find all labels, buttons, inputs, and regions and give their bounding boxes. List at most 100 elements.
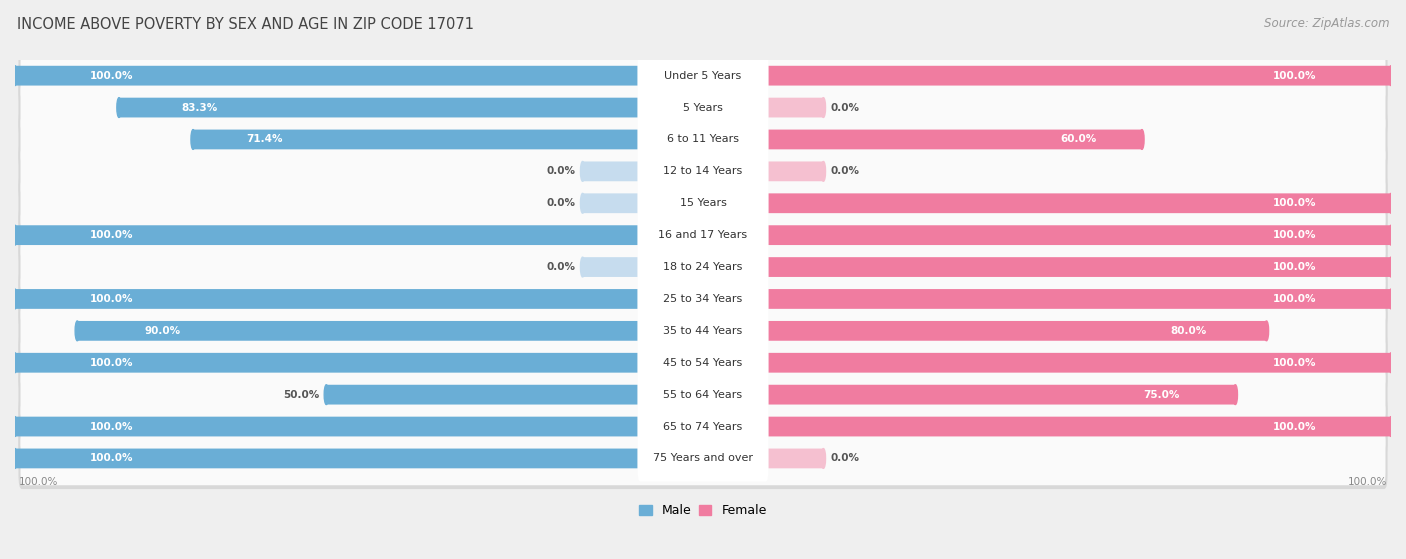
FancyBboxPatch shape	[638, 244, 768, 290]
Legend: Male, Female: Male, Female	[634, 499, 772, 522]
FancyBboxPatch shape	[638, 212, 768, 258]
Text: 6 to 11 Years: 6 to 11 Years	[666, 135, 740, 144]
FancyBboxPatch shape	[18, 396, 1388, 457]
Circle shape	[13, 353, 17, 373]
FancyBboxPatch shape	[582, 193, 638, 213]
FancyBboxPatch shape	[768, 448, 824, 468]
FancyBboxPatch shape	[638, 148, 768, 195]
FancyBboxPatch shape	[638, 308, 768, 354]
FancyBboxPatch shape	[21, 432, 1385, 485]
FancyBboxPatch shape	[21, 368, 1385, 421]
Text: 5 Years: 5 Years	[683, 102, 723, 112]
FancyBboxPatch shape	[582, 257, 638, 277]
Circle shape	[75, 321, 79, 341]
FancyBboxPatch shape	[21, 304, 1385, 358]
FancyBboxPatch shape	[15, 353, 638, 373]
FancyBboxPatch shape	[768, 385, 1236, 405]
Circle shape	[1140, 130, 1144, 149]
FancyBboxPatch shape	[768, 130, 1142, 149]
FancyBboxPatch shape	[21, 145, 1385, 198]
FancyBboxPatch shape	[21, 209, 1385, 262]
Circle shape	[325, 385, 329, 405]
Text: 100.0%: 100.0%	[90, 230, 134, 240]
FancyBboxPatch shape	[638, 435, 768, 481]
Text: 100.0%: 100.0%	[1272, 198, 1316, 209]
Circle shape	[1389, 225, 1393, 245]
Circle shape	[13, 448, 17, 468]
Text: 0.0%: 0.0%	[547, 198, 575, 209]
FancyBboxPatch shape	[21, 80, 1385, 134]
FancyBboxPatch shape	[768, 225, 1391, 245]
FancyBboxPatch shape	[18, 300, 1388, 362]
FancyBboxPatch shape	[326, 385, 638, 405]
FancyBboxPatch shape	[18, 141, 1388, 202]
FancyBboxPatch shape	[18, 45, 1388, 106]
Circle shape	[1389, 66, 1393, 86]
Text: 100.0%: 100.0%	[1272, 70, 1316, 80]
Text: 0.0%: 0.0%	[831, 453, 859, 463]
FancyBboxPatch shape	[21, 240, 1385, 294]
Text: 0.0%: 0.0%	[547, 262, 575, 272]
Text: 0.0%: 0.0%	[831, 167, 859, 176]
Circle shape	[1389, 416, 1393, 437]
FancyBboxPatch shape	[18, 332, 1388, 394]
FancyBboxPatch shape	[21, 336, 1385, 390]
Text: 100.0%: 100.0%	[1272, 358, 1316, 368]
FancyBboxPatch shape	[21, 272, 1385, 326]
FancyBboxPatch shape	[18, 77, 1388, 138]
FancyBboxPatch shape	[18, 173, 1388, 234]
Text: 15 Years: 15 Years	[679, 198, 727, 209]
Text: 100.0%: 100.0%	[1272, 230, 1316, 240]
Circle shape	[13, 225, 17, 245]
Text: 75.0%: 75.0%	[1143, 390, 1180, 400]
Text: 100.0%: 100.0%	[1272, 421, 1316, 432]
Text: 45 to 54 Years: 45 to 54 Years	[664, 358, 742, 368]
Text: 100.0%: 100.0%	[1348, 477, 1388, 487]
FancyBboxPatch shape	[193, 130, 638, 149]
Text: 100.0%: 100.0%	[1272, 262, 1316, 272]
Text: 100.0%: 100.0%	[90, 358, 134, 368]
Text: 100.0%: 100.0%	[90, 421, 134, 432]
FancyBboxPatch shape	[18, 364, 1388, 425]
FancyBboxPatch shape	[15, 289, 638, 309]
Text: 65 to 74 Years: 65 to 74 Years	[664, 421, 742, 432]
Circle shape	[581, 193, 585, 213]
Text: 16 and 17 Years: 16 and 17 Years	[658, 230, 748, 240]
Text: 50.0%: 50.0%	[283, 390, 319, 400]
FancyBboxPatch shape	[21, 177, 1385, 230]
Text: 100.0%: 100.0%	[90, 294, 134, 304]
Text: 55 to 64 Years: 55 to 64 Years	[664, 390, 742, 400]
Text: 75 Years and over: 75 Years and over	[652, 453, 754, 463]
FancyBboxPatch shape	[21, 113, 1385, 166]
FancyBboxPatch shape	[15, 448, 638, 468]
Circle shape	[821, 162, 825, 181]
Circle shape	[117, 98, 121, 117]
Text: Source: ZipAtlas.com: Source: ZipAtlas.com	[1264, 17, 1389, 30]
FancyBboxPatch shape	[638, 84, 768, 131]
FancyBboxPatch shape	[18, 236, 1388, 298]
FancyBboxPatch shape	[768, 353, 1391, 373]
FancyBboxPatch shape	[768, 193, 1391, 213]
Circle shape	[13, 289, 17, 309]
Text: Under 5 Years: Under 5 Years	[665, 70, 741, 80]
Circle shape	[1389, 193, 1393, 213]
FancyBboxPatch shape	[638, 53, 768, 98]
Circle shape	[821, 98, 825, 117]
FancyBboxPatch shape	[18, 109, 1388, 170]
FancyBboxPatch shape	[768, 162, 824, 181]
FancyBboxPatch shape	[15, 66, 638, 86]
Text: 12 to 14 Years: 12 to 14 Years	[664, 167, 742, 176]
FancyBboxPatch shape	[768, 257, 1391, 277]
Circle shape	[13, 416, 17, 437]
FancyBboxPatch shape	[18, 205, 1388, 266]
FancyBboxPatch shape	[638, 116, 768, 163]
Circle shape	[1389, 289, 1393, 309]
Circle shape	[821, 448, 825, 468]
FancyBboxPatch shape	[768, 98, 824, 117]
Circle shape	[1233, 385, 1237, 405]
FancyBboxPatch shape	[21, 49, 1385, 102]
FancyBboxPatch shape	[768, 416, 1391, 437]
Text: 25 to 34 Years: 25 to 34 Years	[664, 294, 742, 304]
FancyBboxPatch shape	[638, 404, 768, 449]
Text: 83.3%: 83.3%	[181, 102, 218, 112]
